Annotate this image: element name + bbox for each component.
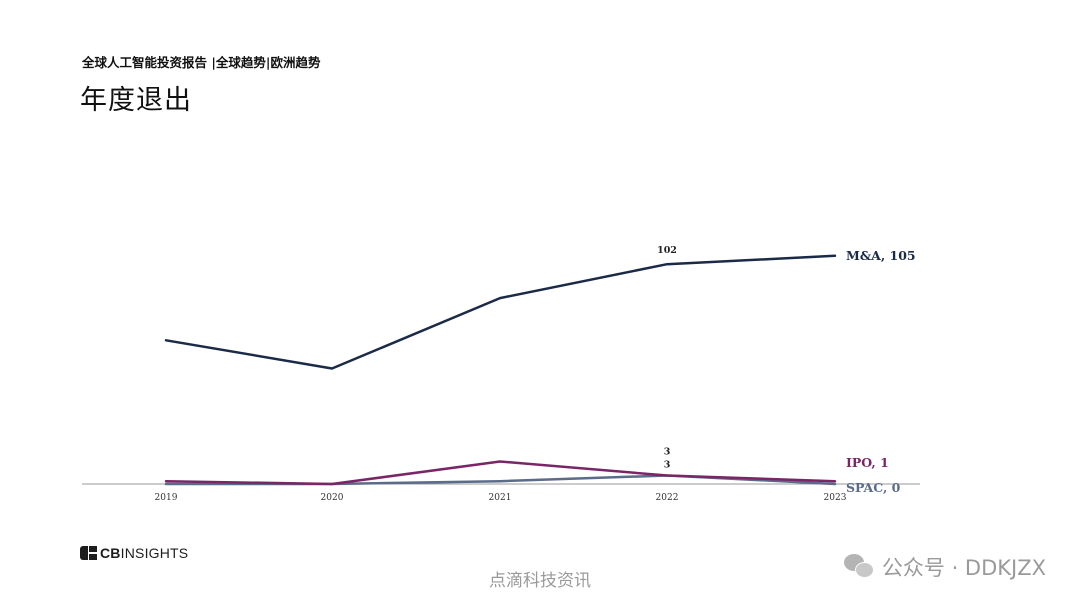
x-tick-label: 2023 [824, 493, 847, 503]
x-tick-label: 2019 [155, 493, 178, 503]
wechat-icon [843, 554, 874, 580]
report-subtitle: 全球人工智能投资报告 |全球趋势|欧洲趋势 [82, 55, 321, 70]
end-label-spac: SPAC, 0 [846, 480, 901, 495]
cb-logo-mark-icon [80, 546, 97, 560]
wechat-watermark: 公众号 · DDKJZX [843, 552, 1046, 582]
data-label: 3 [664, 460, 671, 471]
wechat-account-text: 公众号 · DDKJZX [881, 556, 1046, 580]
page-title: 年度退出 [80, 85, 192, 116]
logo-insights-text: INSIGHTS [120, 545, 189, 561]
series-line-ma [164, 254, 837, 370]
series-line-ipo [164, 460, 837, 486]
x-tick-label: 2022 [656, 493, 679, 503]
cb-insights-logo: CBINSIGHTS [80, 544, 188, 562]
end-label-ma: M&A, 105 [846, 248, 916, 263]
data-label: 102 [657, 245, 677, 256]
data-label: 3 [664, 447, 671, 458]
watermark-text: 点滴科技资讯 [489, 571, 591, 591]
x-tick-label: 2020 [321, 493, 344, 503]
end-label-ipo: IPO, 1 [846, 455, 889, 470]
x-tick-label: 2021 [489, 493, 512, 503]
logo-cb-text: CB [100, 545, 121, 561]
